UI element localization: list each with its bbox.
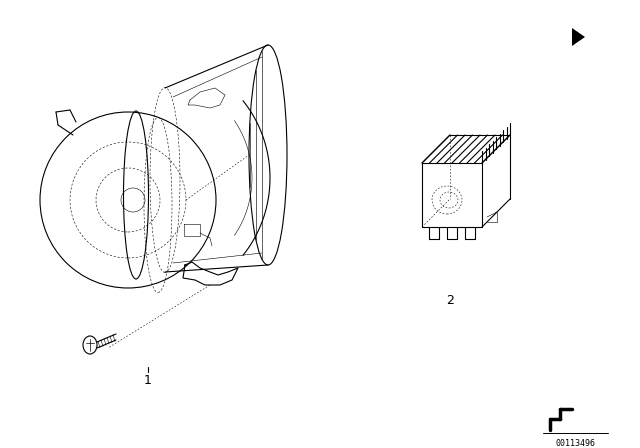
Text: 2: 2	[446, 293, 454, 306]
Text: 1: 1	[144, 374, 152, 387]
Text: 00113496: 00113496	[555, 439, 595, 448]
Polygon shape	[572, 28, 585, 46]
